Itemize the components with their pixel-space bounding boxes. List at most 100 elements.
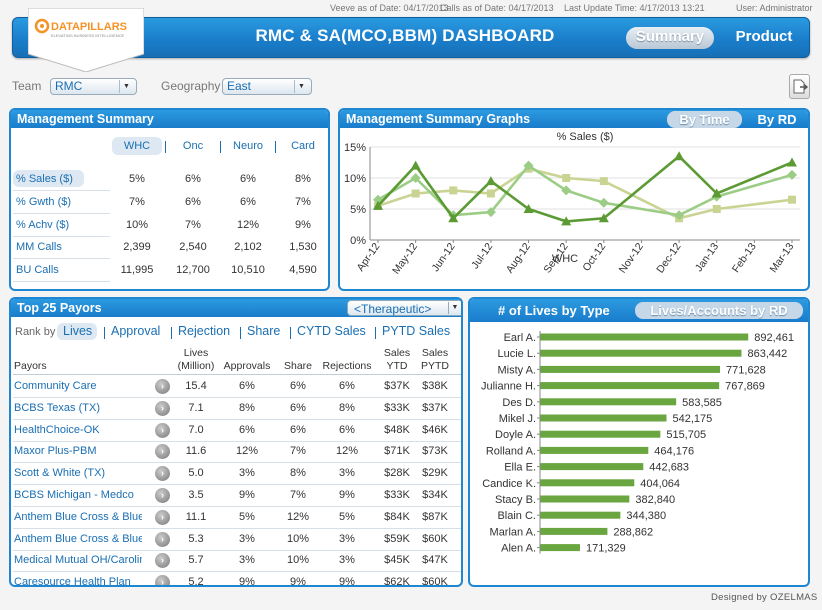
detail-arrow-icon[interactable]: › — [155, 400, 170, 416]
payor-cell: 10% — [286, 554, 310, 567]
detail-arrow-icon[interactable]: › — [155, 531, 170, 547]
summary-row-label[interactable]: % Gwth ($) — [16, 196, 72, 208]
payor-name[interactable]: Anthem Blue Cross & Blue — [14, 510, 142, 523]
payor-cell: $29K — [422, 467, 448, 480]
toggle-by-time[interactable]: By Time — [667, 111, 742, 128]
management-summary-title: Management Summary — [11, 110, 328, 128]
bar[interactable] — [540, 382, 720, 390]
row-divider — [13, 484, 461, 486]
payor-cell: 5.2 — [188, 576, 204, 587]
geography-select-value: East — [227, 79, 252, 93]
detail-arrow-icon[interactable]: › — [155, 509, 170, 525]
detail-arrow-icon[interactable]: › — [155, 575, 170, 585]
management-summary-graphs-panel: Management Summary Graphs By Time By RD … — [338, 108, 810, 291]
geography-select[interactable]: East ▼ — [222, 78, 312, 95]
payor-cell: 3.5 — [188, 489, 204, 501]
payor-name[interactable]: HealthChoice-OK — [14, 423, 100, 436]
detail-arrow-icon[interactable]: › — [155, 488, 170, 503]
bar[interactable] — [540, 430, 661, 438]
bar[interactable] — [540, 527, 608, 535]
bar[interactable] — [540, 446, 649, 454]
bar-value-label: 382,840 — [635, 494, 675, 506]
payor-name[interactable]: Scott & White (TX) — [14, 467, 106, 480]
summary-cell: 12% — [236, 219, 260, 231]
payor-name[interactable]: Caresource Health Plan — [14, 576, 131, 587]
summary-column-header[interactable]: Neuro — [233, 140, 263, 152]
payor-name[interactable]: Community Care — [14, 380, 97, 392]
table-row[interactable]: BCBS Texas (TX) › 7.1 8% 6% 8% $33K $37K — [11, 399, 461, 420]
summary-cell: 4,590 — [289, 264, 317, 276]
rank-tab-approval[interactable]: Approval — [111, 324, 161, 338]
payor-name[interactable]: Medical Mutual OH/Carolin — [14, 554, 142, 567]
summary-cell: 6% — [240, 196, 256, 208]
bar[interactable] — [540, 365, 721, 373]
detail-arrow-icon[interactable]: › — [155, 553, 170, 569]
detail-arrow-icon[interactable]: › — [155, 444, 170, 460]
lives-accounts-by-rd-tab[interactable]: Lives/Accounts by RD — [635, 302, 803, 319]
table-row[interactable]: Anthem Blue Cross & Blue › 5.3 3% 10% 3% $59K $… — [11, 530, 461, 551]
table-row[interactable]: Maxor Plus-PBM › 11.6 12% 7% 12% $71K $73K — [11, 442, 461, 464]
payor-cell: 5.0 — [188, 467, 204, 480]
nav-summary-button[interactable]: Summary — [626, 27, 714, 49]
bar[interactable] — [540, 479, 635, 487]
header-lives: Lives — [183, 347, 209, 359]
rank-tab-lives[interactable]: Lives — [63, 324, 93, 338]
payor-cell: 12% — [335, 445, 359, 458]
table-row[interactable]: Anthem Blue Cross & Blue › 11.1 5% 12% 5% $84K… — [11, 508, 461, 529]
table-row[interactable]: Community Care › 15.4 6% 6% 6% $37K $38K — [11, 377, 461, 398]
team-select[interactable]: RMC ▼ — [50, 78, 137, 95]
payor-cell: 12% — [235, 445, 259, 458]
nav-product-button[interactable]: Product — [735, 28, 793, 45]
payor-name[interactable]: Anthem Blue Cross & Blue — [14, 532, 142, 545]
bar[interactable] — [540, 333, 749, 341]
rank-tab-rejection[interactable]: Rejection — [178, 324, 231, 338]
bar[interactable] — [540, 463, 644, 471]
rank-tab-share[interactable]: Share — [247, 324, 281, 338]
therapeutic-dropdown[interactable]: <Therapeutic> ▼ — [347, 300, 461, 316]
toggle-by-rd[interactable]: By RD — [757, 112, 797, 127]
payor-cell: $45K — [384, 554, 410, 567]
summary-row-label[interactable]: BU Calls — [16, 264, 59, 276]
bar[interactable] — [540, 544, 580, 552]
summary-column-header[interactable]: WHC — [123, 140, 151, 152]
bar-category-label: Misty A. — [497, 364, 536, 376]
summary-row-label[interactable]: % Achv ($) — [16, 219, 70, 231]
bar[interactable] — [540, 495, 630, 503]
summary-row-label[interactable]: MM Calls — [16, 241, 62, 253]
detail-arrow-icon[interactable]: › — [155, 422, 170, 438]
payor-cell: $38K — [422, 380, 448, 392]
bar-category-label: Ella E. — [504, 462, 536, 474]
table-row[interactable]: Caresource Health Plan › 5.2 9% 9% 9% $62K $60K — [11, 573, 461, 587]
payor-cell: 8% — [339, 401, 355, 414]
table-row[interactable]: BCBS Michigan - Medco › 3.5 9% 7% 9% $33K $34K — [11, 486, 461, 507]
bar[interactable] — [540, 398, 677, 406]
payor-cell: 9% — [239, 489, 255, 501]
detail-arrow-icon[interactable]: › — [155, 466, 170, 482]
bar-value-label: 515,705 — [666, 429, 706, 441]
export-button[interactable] — [789, 74, 810, 99]
payor-cell: $47K — [422, 554, 448, 567]
y-tick-label: 5% — [350, 204, 366, 216]
table-row[interactable]: HealthChoice-OK › 7.0 6% 6% 6% $48K $46K — [11, 421, 461, 442]
bar[interactable] — [540, 349, 742, 357]
summary-cell: 2,102 — [234, 241, 262, 253]
summary-column-header[interactable]: Onc — [182, 140, 204, 152]
table-row[interactable]: Scott & White (TX) › 5.0 3% 8% 3% $28K $29K — [11, 464, 461, 486]
bar-value-label: 288,862 — [613, 526, 653, 538]
summary-column-header[interactable]: Card — [291, 140, 315, 152]
table-row[interactable]: Medical Mutual OH/Carolin › 5.7 3% 10% 3% $45K… — [11, 551, 461, 573]
bar[interactable] — [540, 414, 667, 422]
bar[interactable] — [540, 511, 621, 519]
data-point — [373, 200, 383, 210]
payor-name[interactable]: BCBS Texas (TX) — [14, 401, 100, 414]
payor-name[interactable]: BCBS Michigan - Medco — [14, 489, 134, 501]
rank-tab-cytd-sales[interactable]: CYTD Sales — [297, 324, 366, 338]
data-point — [410, 160, 421, 170]
summary-row-label[interactable]: % Sales ($) — [16, 173, 73, 185]
payor-cell: 12% — [286, 510, 310, 523]
payor-name[interactable]: Maxor Plus-PBM — [14, 445, 97, 458]
chevron-down-icon: ▼ — [119, 80, 133, 93]
rank-tab-pytd-sales[interactable]: PYTD Sales — [382, 324, 451, 338]
detail-arrow-icon[interactable]: › — [155, 379, 170, 394]
veeve-date: Veeve as of Date: 04/17/2013 — [330, 3, 449, 13]
